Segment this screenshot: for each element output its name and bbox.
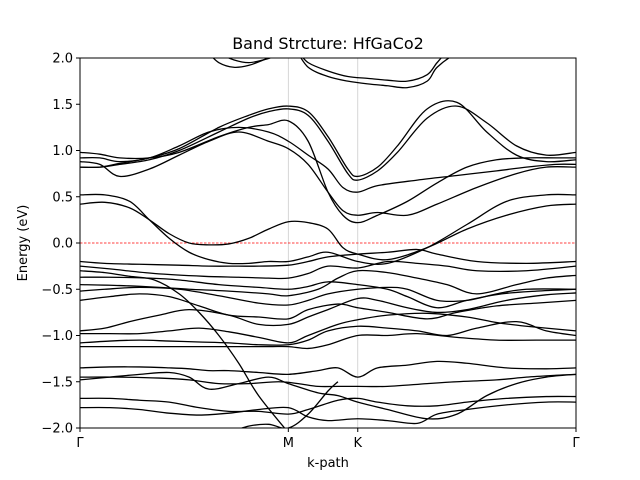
band-line-18 bbox=[80, 193, 576, 265]
y-tick-label-4: 0.0 bbox=[52, 237, 73, 252]
band-line-19 bbox=[80, 131, 576, 217]
band-line-11 bbox=[80, 373, 576, 388]
chart-title: Band Strcture: HfGaCo2 bbox=[232, 34, 424, 53]
band-line-5 bbox=[80, 293, 576, 320]
band-line-17 bbox=[80, 201, 576, 261]
band-line-13 bbox=[80, 395, 576, 415]
band-line-6 bbox=[80, 292, 576, 332]
band-line-4 bbox=[80, 276, 576, 309]
band-line-23 bbox=[80, 100, 576, 178]
band-line-24 bbox=[212, 58, 451, 89]
band-line-14 bbox=[80, 401, 576, 425]
band-line-9 bbox=[80, 332, 576, 350]
x-tick-label-1: M bbox=[283, 436, 294, 451]
band-line-0 bbox=[80, 248, 576, 267]
x-tick-label-3: Γ bbox=[572, 436, 580, 451]
y-tick-label-7: −1.5 bbox=[41, 375, 73, 390]
y-axis: 2.0 1.5 1.0 0.5 0.0 −0.5 −1.0 −1.5 −2.0 bbox=[41, 52, 80, 437]
x-axis-label: k-path bbox=[307, 456, 349, 471]
band-line-25 bbox=[227, 58, 442, 83]
x-tick-label-2: K bbox=[353, 436, 362, 451]
y-tick-label-1: 1.5 bbox=[52, 98, 73, 113]
band-line-16 bbox=[239, 381, 339, 428]
band-line-1 bbox=[80, 260, 576, 280]
y-tick-label-5: −0.5 bbox=[41, 283, 73, 298]
band-line-8 bbox=[80, 320, 576, 346]
y-tick-label-8: −2.0 bbox=[41, 422, 73, 437]
y-tick-label-6: −1.0 bbox=[41, 329, 73, 344]
y-tick-label-3: 0.5 bbox=[52, 190, 73, 205]
y-tick-label-2: 1.0 bbox=[52, 144, 73, 159]
y-axis-label: Energy (eV) bbox=[16, 205, 31, 282]
band-line-15 bbox=[80, 270, 286, 428]
bands bbox=[80, 58, 576, 428]
band-line-10 bbox=[80, 360, 576, 378]
x-tick-label-0: Γ bbox=[76, 436, 84, 451]
band-line-12 bbox=[80, 371, 576, 420]
band-line-22 bbox=[80, 105, 576, 181]
band-line-7 bbox=[80, 312, 576, 344]
y-tick-label-0: 2.0 bbox=[52, 52, 73, 67]
